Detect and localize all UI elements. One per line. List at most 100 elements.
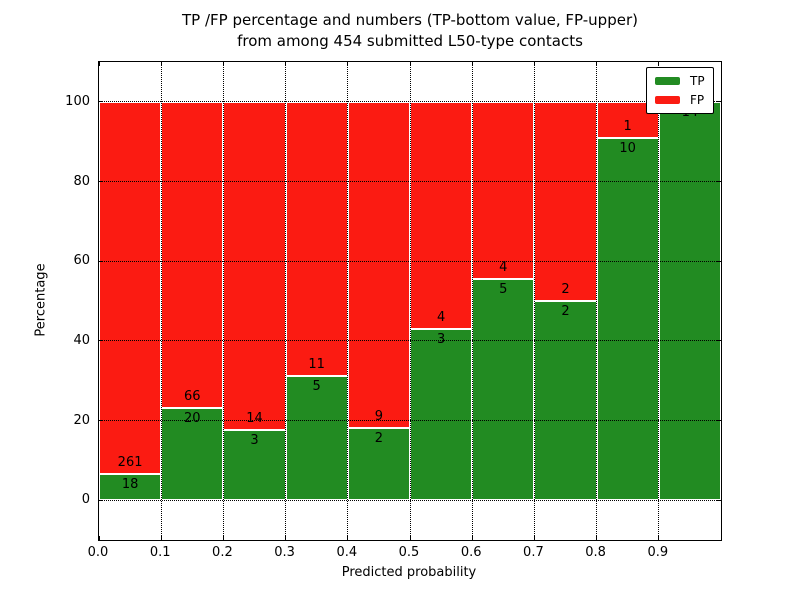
- bar-segment-tp: [534, 301, 597, 501]
- legend-label: FP: [690, 92, 705, 107]
- y-tick-label: 0: [81, 492, 90, 508]
- bar-segment-tp: [347, 427, 410, 501]
- x-tick-label: 0.3: [274, 545, 295, 560]
- bar-count-label-tp: 10: [619, 141, 636, 157]
- bar-count-label-tp: 2: [561, 304, 570, 319]
- x-tick-label: 0.5: [398, 545, 420, 560]
- bar-segment-tp: [410, 329, 473, 501]
- y-tick-mark: [99, 181, 103, 182]
- legend-swatch-fp: [655, 95, 680, 104]
- bar-count-label-fp: 2: [561, 282, 570, 297]
- x-tick-mark: [222, 536, 224, 540]
- y-tick-mark-right: [717, 499, 721, 501]
- bar-segment-fp: [99, 101, 162, 475]
- bar-count-label-fp: 14: [246, 410, 263, 426]
- bar-count-label-fp: 1: [623, 119, 632, 135]
- bar-count-label-tp: 3: [250, 432, 259, 448]
- y-tick-label: 100: [65, 93, 90, 109]
- x-tick-label: 0.7: [523, 545, 544, 560]
- plot-area: 2611866201431159243452211014TPFP: [98, 61, 722, 541]
- y-tick-mark-right: [717, 340, 721, 342]
- x-tick-mark: [533, 536, 535, 540]
- bar-count-label-fp: 9: [374, 408, 384, 424]
- x-tick-mark-top: [347, 62, 349, 66]
- x-tick-label: 0.4: [336, 545, 358, 560]
- y-tick-mark: [99, 340, 103, 342]
- x-tick-mark: [409, 536, 411, 540]
- x-gridline: [222, 62, 224, 540]
- x-tick-label: 0.9: [647, 545, 669, 560]
- x-tick-mark-top: [533, 62, 535, 66]
- bar-segment-fp: [285, 101, 348, 376]
- bar-count-label-tp: 2: [374, 430, 384, 446]
- x-tick-label: 0.8: [585, 545, 606, 560]
- bar-count-label-tp: 5: [312, 378, 321, 394]
- chart-title-line1: TP /FP percentage and numbers (TP-bottom…: [182, 11, 638, 29]
- x-tick-mark: [658, 536, 660, 540]
- x-tick-mark-top: [285, 62, 287, 66]
- x-tick-mark: [160, 536, 162, 540]
- bar-count-label-fp: 66: [184, 388, 201, 404]
- legend-label: TP: [690, 73, 705, 88]
- y-tick-label: 40: [73, 332, 90, 348]
- y-tick-label: 80: [73, 173, 90, 189]
- bar-count-label-tp: 5: [499, 281, 508, 297]
- bar-segment-tp: [596, 138, 659, 501]
- y-tick-label: 60: [73, 253, 90, 269]
- x-tick-label: 0.0: [87, 545, 109, 560]
- y-tick-mark: [99, 499, 103, 501]
- x-gridline: [160, 62, 162, 540]
- bar-count-label-tp: 20: [184, 410, 201, 426]
- bar-segment-fp: [347, 101, 410, 428]
- bar-count-label-fp: 261: [117, 455, 143, 471]
- chart-title-line2: from among 454 submitted L50-type contac…: [237, 32, 583, 50]
- y-axis-title: Percentage: [33, 263, 49, 337]
- bar-count-label-fp: 11: [308, 356, 325, 372]
- x-tick-label: 0.6: [460, 545, 482, 560]
- bar-count-label-tp: 18: [121, 477, 139, 493]
- bar-segment-fp: [161, 101, 224, 408]
- legend-entry: TP: [647, 71, 713, 90]
- x-tick-mark: [285, 536, 287, 540]
- x-tick-mark-top: [658, 62, 660, 66]
- bar-count-label-tp: 3: [436, 332, 446, 348]
- x-tick-mark-top: [98, 62, 100, 66]
- legend-swatch-tp: [655, 76, 680, 85]
- x-tick-mark-top: [471, 62, 473, 66]
- bar-segment-tp: [472, 278, 535, 501]
- x-gridline: [533, 62, 535, 540]
- x-tick-mark: [596, 536, 598, 540]
- x-tick-mark-top: [596, 62, 598, 66]
- bar-segment-tp: [223, 429, 286, 501]
- x-gridline: [285, 62, 287, 540]
- bar-segment-tp: [99, 474, 162, 501]
- x-gridline: [596, 62, 598, 540]
- y-tick-mark-right: [717, 260, 721, 262]
- x-tick-mark-top: [222, 62, 224, 66]
- bar-segment-tp: [658, 101, 721, 501]
- x-tick-mark: [347, 536, 349, 540]
- x-tick-label: 0.2: [212, 545, 233, 560]
- x-gridline: [658, 62, 660, 540]
- y-tick-mark-right: [717, 420, 721, 421]
- y-tick-label: 20: [73, 412, 90, 428]
- x-tick-mark: [471, 536, 473, 540]
- x-tick-mark: [98, 536, 100, 540]
- y-tick-mark: [99, 420, 103, 421]
- bar-segment-fp: [534, 101, 597, 301]
- y-tick-mark: [99, 101, 103, 103]
- x-axis-title: Predicted probability: [341, 565, 477, 580]
- x-gridline: [471, 62, 473, 540]
- legend: TP FP: [646, 67, 714, 114]
- legend-entry: FP: [647, 90, 713, 109]
- bar-segment-fp: [410, 101, 473, 330]
- y-tick-mark-right: [717, 101, 721, 103]
- bar-count-label-fp: 4: [436, 310, 446, 326]
- bar-segment-fp: [472, 101, 535, 279]
- x-tick-label: 0.1: [149, 545, 171, 560]
- x-tick-mark-top: [160, 62, 162, 66]
- bar-segment-tp: [161, 407, 224, 501]
- x-tick-mark-top: [409, 62, 411, 66]
- x-gridline: [409, 62, 411, 540]
